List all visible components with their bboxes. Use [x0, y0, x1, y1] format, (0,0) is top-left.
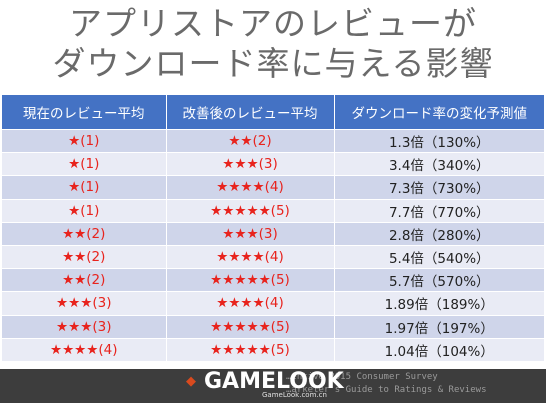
source-citation: …entive 2015 Consumer Survey …arketer's …: [286, 371, 486, 397]
page-title: アプリストアのレビューが ダウンロード率に与える影響: [0, 4, 546, 84]
table-row: ★(1) ★★★★★(5) 7.7倍（770%）: [2, 198, 544, 223]
gamelook-url: GameLook.com.cn: [262, 391, 327, 399]
gamelook-logo: GAMELOOK: [204, 369, 344, 394]
table-row: ★★(2) ★★★★★(5) 5.7倍（570%）: [2, 268, 544, 292]
column-header-improved: 改善後のレビュー平均: [166, 95, 335, 130]
current-rating-cell: ★★(2): [2, 244, 167, 269]
table-row: ★★★★(4) ★★★★★(5) 1.04倍（104%）: [2, 337, 544, 361]
improved-rating-cell: ★★★(3): [166, 221, 335, 246]
download-change-cell: 5.4倍（540%）: [334, 244, 544, 269]
current-rating-cell: ★(1): [2, 152, 167, 176]
source-line-1: …entive 2015 Consumer Survey: [286, 372, 438, 382]
download-change-cell: 1.89倍（189%）: [334, 291, 544, 315]
current-rating-cell: ★★★(3): [2, 291, 167, 315]
table-row: ★(1) ★★★★(4) 7.3倍（730%）: [2, 175, 544, 200]
download-change-cell: 7.7倍（770%）: [334, 198, 544, 223]
download-change-cell: 1.04倍（104%）: [334, 337, 544, 361]
footer-bar: …entive 2015 Consumer Survey …arketer's …: [0, 369, 546, 403]
download-change-cell: 7.3倍（730%）: [334, 175, 544, 200]
title-line-1: アプリストアのレビューが: [69, 4, 477, 43]
improved-rating-cell: ★★★★★(5): [166, 337, 335, 361]
table-row: ★(1) ★★(2) 1.3倍（130%）: [2, 128, 544, 153]
column-header-current: 現在のレビュー平均: [2, 95, 167, 130]
title-line-2: ダウンロード率に与える影響: [52, 44, 494, 83]
table-row: ★★(2) ★★★(3) 2.8倍（280%）: [2, 221, 544, 246]
download-change-cell: 1.3倍（130%）: [334, 128, 544, 153]
current-rating-cell: ★(1): [2, 175, 167, 200]
improved-rating-cell: ★★(2): [166, 128, 335, 153]
download-change-cell: 2.8倍（280%）: [334, 221, 544, 246]
current-rating-cell: ★(1): [2, 198, 167, 223]
improved-rating-cell: ★★★★(4): [166, 175, 335, 200]
current-rating-cell: ★★(2): [2, 268, 167, 292]
table-row: ★★★(3) ★★★★★(5) 1.97倍（197%）: [2, 314, 544, 339]
current-rating-cell: ★★(2): [2, 221, 167, 246]
gamelook-mark-icon: ◆: [186, 374, 196, 389]
column-header-change: ダウンロード率の変化予測値: [334, 95, 544, 130]
current-rating-cell: ★★★★(4): [2, 337, 167, 361]
improved-rating-cell: ★★★★(4): [166, 291, 335, 315]
review-impact-table: 現在のレビュー平均 改善後のレビュー平均 ダウンロード率の変化予測値 ★(1) …: [2, 95, 544, 361]
table-row: ★(1) ★★★(3) 3.4倍（340%）: [2, 152, 544, 176]
table-header-row: 現在のレビュー平均 改善後のレビュー平均 ダウンロード率の変化予測値: [2, 95, 544, 130]
download-change-cell: 1.97倍（197%）: [334, 314, 544, 339]
improved-rating-cell: ★★★★★(5): [166, 198, 335, 223]
download-change-cell: 3.4倍（340%）: [334, 152, 544, 176]
table-row: ★★(2) ★★★★(4) 5.4倍（540%）: [2, 244, 544, 269]
improved-rating-cell: ★★★(3): [166, 152, 335, 176]
improved-rating-cell: ★★★★★(5): [166, 268, 335, 292]
table-row: ★★★(3) ★★★★(4) 1.89倍（189%）: [2, 291, 544, 315]
download-change-cell: 5.7倍（570%）: [334, 268, 544, 292]
improved-rating-cell: ★★★★(4): [166, 244, 335, 269]
current-rating-cell: ★(1): [2, 128, 167, 153]
improved-rating-cell: ★★★★★(5): [166, 314, 335, 339]
source-line-2: …arketer's Guide to Ratings & Reviews: [286, 385, 487, 395]
current-rating-cell: ★★★(3): [2, 314, 167, 339]
